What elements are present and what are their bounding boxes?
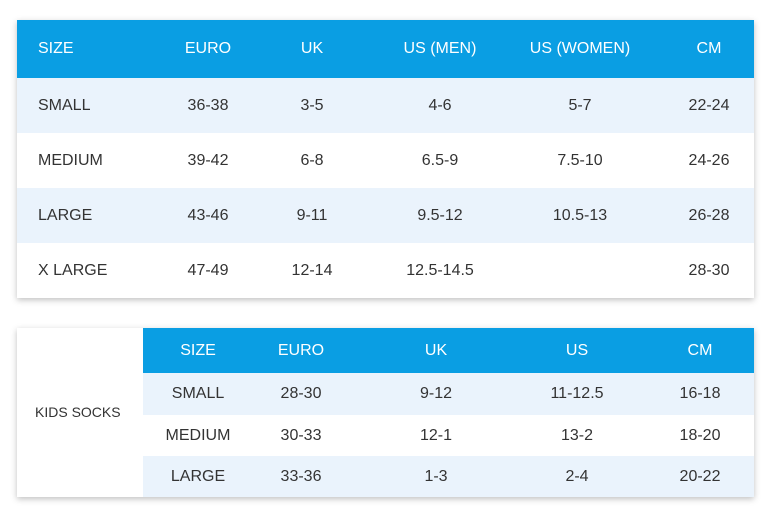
column-header: US (MEN): [403, 40, 477, 57]
table-cell: LARGE: [170, 467, 226, 485]
table-cell: 24-26: [688, 151, 730, 169]
table-cell: 6-8: [300, 151, 324, 169]
table-cell: 9-11: [296, 206, 328, 224]
table-cell: 2-4: [565, 467, 589, 485]
adult-size-table: SIZE EURO UK US (MEN) US (WOMEN) CM SMALL 36-38…: [17, 20, 754, 298]
column-header: EURO: [277, 341, 325, 359]
table-row: [17, 188, 754, 243]
table-cell: 47-49: [187, 261, 229, 279]
table-cell: 5-7: [568, 96, 592, 114]
table-cell: 10.5-13: [552, 206, 608, 224]
kids-size-table: KIDS SOCKS SIZE EURO UK US CM SMALL 28-30 9-12 1…: [17, 328, 754, 497]
table-cell: 28-30: [280, 385, 322, 402]
table-cell: 18-20: [679, 426, 721, 444]
table-cell: 12-1: [419, 426, 453, 444]
table-cell: 7.5-10: [557, 151, 603, 169]
column-header: CM: [696, 40, 722, 57]
table-row: [143, 456, 754, 497]
kids-label: KIDS SOCKS: [35, 404, 121, 420]
column-header: SIZE: [38, 40, 74, 57]
table-cell: 9-12: [419, 385, 453, 402]
column-header: UK: [300, 40, 324, 57]
table-cell: 9.5-12: [417, 206, 463, 224]
table-cell: 36-38: [187, 96, 229, 114]
table-cell: SMALL: [38, 96, 91, 114]
table-cell: MEDIUM: [38, 151, 103, 169]
table-cell: SMALL: [171, 385, 225, 402]
column-header: CM: [687, 341, 713, 359]
table-cell: X LARGE: [38, 261, 108, 279]
table-cell: 22-24: [688, 96, 730, 114]
table-cell: 1-3: [424, 467, 448, 485]
table-cell: 28-30: [688, 261, 730, 279]
table-cell: 33-36: [280, 467, 322, 485]
table-cell: 30-33: [280, 426, 322, 444]
table-cell: MEDIUM: [165, 426, 231, 444]
column-header: SIZE: [180, 341, 216, 359]
column-header: US (WOMEN): [529, 40, 631, 57]
table-cell: 26-28: [688, 206, 730, 224]
table-cell: 39-42: [187, 151, 229, 169]
table-cell: 43-46: [187, 206, 229, 224]
table-cell: 6.5-9: [421, 151, 459, 169]
table-cell: 16-18: [679, 385, 721, 402]
column-header: US: [565, 341, 589, 359]
column-header: UK: [424, 341, 448, 359]
table-cell: 3-5: [300, 96, 324, 114]
column-header: EURO: [184, 40, 232, 57]
table-cell: 13-2: [560, 426, 594, 444]
table-cell: 4-6: [428, 96, 452, 114]
table-row: [17, 78, 754, 133]
header-row: [143, 328, 754, 373]
table-row: [17, 243, 754, 298]
table-cell: 11-12.5: [550, 385, 604, 402]
table-cell: 12-14: [291, 261, 333, 279]
table-row: [17, 133, 754, 188]
table-row: [143, 415, 754, 456]
table-cell: 20-22: [679, 467, 721, 485]
table-cell: 12.5-14.5: [406, 261, 474, 279]
header-row: [17, 20, 754, 78]
table-row: [143, 373, 754, 415]
table-cell: LARGE: [38, 206, 93, 224]
